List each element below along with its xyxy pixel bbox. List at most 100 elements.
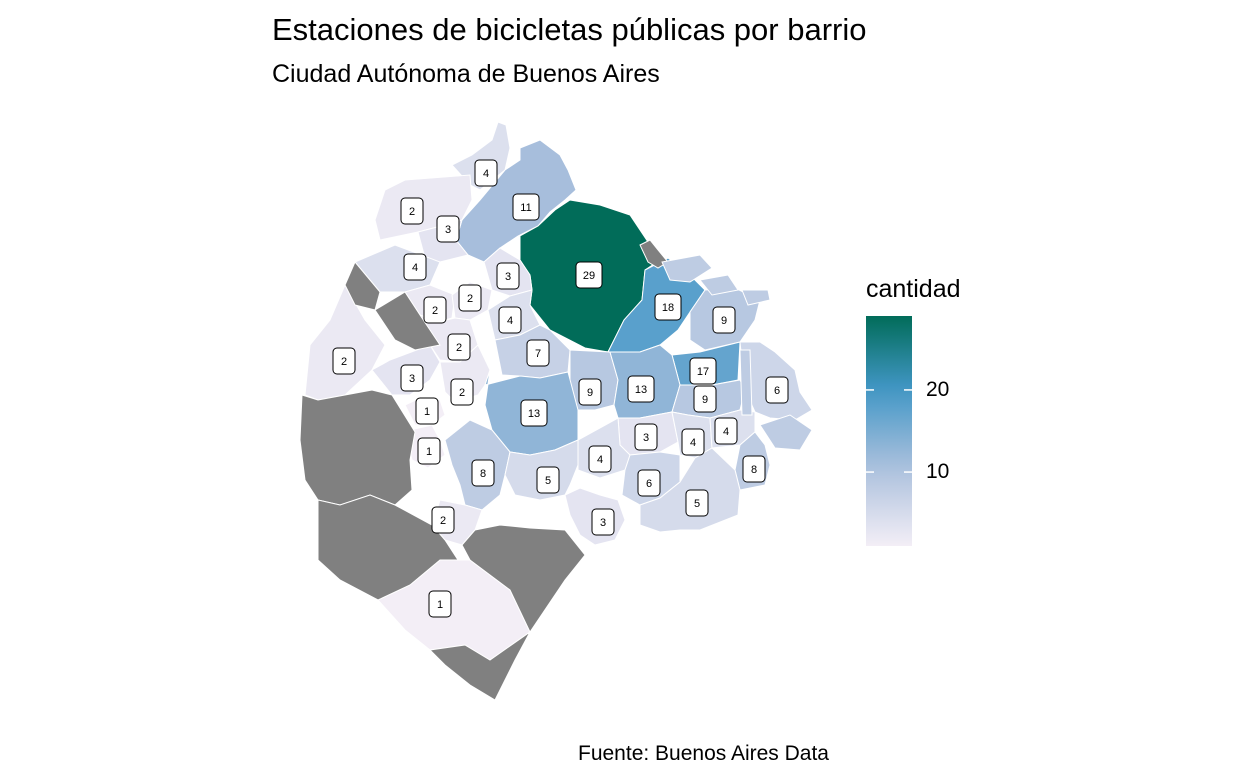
value-label: 17 [689, 357, 717, 385]
value-label-text: 5 [694, 498, 700, 510]
value-label-box [428, 590, 452, 618]
source-caption: Fuente: Buenos Aires Data [578, 742, 829, 765]
value-label-text: 4 [412, 262, 418, 274]
value-label-text: 6 [774, 385, 780, 397]
legend-tick-label: 10 [926, 460, 950, 484]
value-label-box [471, 459, 495, 487]
value-label-box [436, 215, 460, 243]
value-label: 11 [512, 193, 540, 221]
value-label-text: 18 [662, 302, 674, 314]
value-label-box [450, 378, 474, 406]
value-label: 3 [496, 262, 520, 290]
barrio-region-no-data [344, 261, 381, 311]
value-label-text: 2 [409, 206, 415, 218]
port-area [661, 254, 713, 283]
value-label: 3 [436, 215, 460, 243]
value-label-text: 4 [483, 168, 489, 180]
value-label: 8 [471, 459, 495, 487]
barrio-region-no-data [317, 494, 459, 601]
value-label: 9 [693, 385, 717, 413]
value-label: 4 [474, 159, 498, 187]
value-label-text: 3 [505, 271, 511, 283]
barrio-region-no-data [374, 291, 441, 351]
value-label-box [712, 306, 736, 334]
value-label-box [415, 397, 439, 425]
value-label: 9 [578, 378, 602, 406]
value-label-box [689, 357, 717, 385]
value-label-text: 2 [432, 305, 438, 317]
value-label-text: 3 [445, 224, 451, 236]
value-label-box [578, 378, 602, 406]
value-label-box [685, 489, 709, 517]
barrio-region-no-data [461, 524, 586, 634]
value-label-text: 3 [600, 517, 606, 529]
value-label-text: 5 [545, 475, 551, 487]
value-label-box [512, 193, 540, 221]
value-label-text: 8 [480, 468, 486, 480]
value-label-text: 2 [467, 293, 473, 305]
value-label: 4 [714, 417, 738, 445]
value-label-text: 4 [723, 426, 729, 438]
value-label-box [588, 445, 612, 473]
value-label-box [431, 506, 455, 534]
value-label-box [498, 306, 522, 334]
value-label: 1 [417, 437, 441, 465]
value-label-text: 4 [690, 437, 696, 449]
value-label-box [496, 262, 520, 290]
value-label: 1 [428, 590, 452, 618]
value-label: 13 [520, 399, 548, 427]
map-title: Estaciones de bicicletas públicas por ba… [272, 12, 867, 47]
value-label-text: 4 [597, 454, 603, 466]
value-label-box [693, 385, 717, 413]
value-label-text: 9 [587, 387, 593, 399]
value-label-text: 7 [535, 348, 541, 360]
value-label-box [458, 284, 482, 312]
value-label: 3 [634, 423, 658, 451]
value-label: 4 [681, 428, 705, 456]
barrio-region-no-data [428, 631, 531, 701]
value-label: 6 [765, 376, 789, 404]
value-label-box [714, 417, 738, 445]
value-label-box [332, 347, 356, 375]
value-label: 7 [526, 339, 550, 367]
value-label-text: 9 [721, 315, 727, 327]
port-area [739, 349, 753, 416]
value-label-text: 2 [456, 342, 462, 354]
value-label-box [520, 399, 548, 427]
value-label-text: 1 [426, 446, 432, 458]
value-label: 4 [588, 445, 612, 473]
value-label-text: 17 [697, 366, 709, 378]
value-label-text: 1 [424, 406, 430, 418]
value-label-text: 3 [409, 373, 415, 385]
value-label-text: 6 [646, 478, 652, 490]
value-label: 1 [415, 397, 439, 425]
barrio-region-no-data [299, 389, 416, 506]
value-label: 9 [712, 306, 736, 334]
value-label-box [423, 296, 447, 324]
value-label-text: 29 [583, 270, 595, 282]
value-label: 2 [450, 378, 474, 406]
legend-title: cantidad [866, 275, 961, 303]
value-label: 5 [536, 466, 560, 494]
value-label-text: 13 [635, 384, 647, 396]
value-label-text: 2 [440, 515, 446, 527]
value-label-text: 8 [751, 464, 757, 476]
value-label-text: 3 [643, 432, 649, 444]
value-label-box [681, 428, 705, 456]
value-label-box [536, 466, 560, 494]
value-label: 4 [498, 306, 522, 334]
map-subtitle: Ciudad Autónoma de Buenos Aires [272, 60, 660, 88]
value-label-box [742, 455, 766, 483]
value-label-box [765, 376, 789, 404]
value-label-text: 2 [459, 387, 465, 399]
value-label: 2 [332, 347, 356, 375]
value-label-box [403, 253, 427, 281]
value-label: 8 [742, 455, 766, 483]
legend-gradient [866, 316, 912, 546]
value-label-text: 2 [341, 356, 347, 368]
port-area [741, 289, 771, 306]
value-label-box [634, 423, 658, 451]
value-label: 18 [654, 293, 682, 321]
value-label-box [637, 469, 661, 497]
value-label: 5 [685, 489, 709, 517]
